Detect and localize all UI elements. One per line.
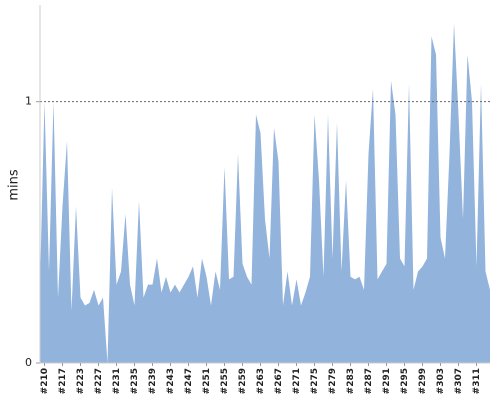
x-tick-label: #303 [436, 368, 446, 394]
x-tick-label: #275 [310, 368, 320, 394]
x-tick-label: #223 [76, 368, 86, 394]
x-tick-label: #255 [220, 368, 230, 394]
x-tick-label: #271 [292, 368, 302, 394]
y-tick-label: 1 [25, 95, 32, 108]
x-tick-label: #311 [472, 368, 482, 394]
x-tick-label: #299 [418, 368, 428, 394]
x-tick-label: #295 [400, 368, 410, 394]
x-tick-label: #239 [148, 368, 158, 394]
y-tick-label: 0 [25, 356, 32, 369]
x-tick-label: #267 [274, 368, 284, 394]
x-tick-label: #243 [166, 368, 176, 394]
y-axis-label: mins [7, 169, 22, 201]
x-tick-label: #287 [364, 368, 374, 394]
x-tick-label: #291 [382, 368, 392, 394]
x-tick-label: #279 [328, 368, 338, 394]
x-tick-label: #259 [238, 368, 248, 394]
area [40, 23, 490, 364]
x-tick-label: #231 [112, 368, 122, 394]
x-tick-label: #251 [202, 368, 212, 394]
x-tick-label: #247 [184, 368, 194, 394]
x-tick-label: #210 [40, 368, 50, 394]
x-tick-label: #263 [256, 368, 266, 394]
x-tick-label: #283 [346, 368, 356, 394]
x-tick-label: #235 [130, 368, 140, 394]
x-tick-label: #307 [454, 368, 464, 394]
x-tick-label: #227 [94, 368, 104, 394]
x-tick-label: #217 [58, 368, 68, 394]
